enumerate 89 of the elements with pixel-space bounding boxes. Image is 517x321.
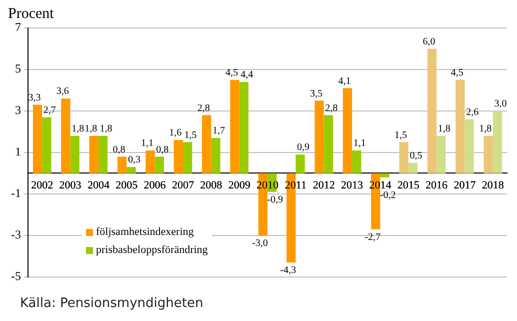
y-tick-label: 1: [14, 144, 21, 159]
bar: [211, 138, 220, 174]
y-tick-label: -3: [10, 228, 21, 242]
data-label: 2,6: [466, 106, 479, 118]
data-label: 4,5: [450, 68, 464, 78]
bar: [456, 80, 465, 174]
data-label: 4,5: [225, 68, 238, 78]
x-tick-label: 2013: [341, 180, 364, 192]
y-tick-label: 3: [14, 103, 21, 118]
data-label: 3,0: [494, 98, 507, 110]
data-label: 0,8: [156, 144, 169, 156]
data-label: 6,0: [422, 36, 436, 48]
data-label: 1,5: [394, 130, 408, 141]
data-label: -3,0: [252, 238, 268, 250]
x-tick-label: 2012: [312, 180, 335, 192]
data-label: 0,3: [128, 154, 140, 166]
text: Källa: Pensionsmyndigheten: [20, 296, 204, 311]
bar: [324, 115, 334, 174]
data-label: 3,5: [310, 88, 323, 100]
bar: [484, 136, 493, 174]
data-label: 4,4: [240, 70, 254, 81]
y-tick-label: 5: [14, 62, 21, 76]
bar: [174, 140, 183, 174]
data-label: 1,1: [140, 138, 154, 150]
y-tick-label: -5: [10, 269, 21, 284]
bar: [239, 82, 248, 174]
bar: [399, 142, 408, 174]
x-tick-label: 2016: [426, 180, 448, 192]
x-tick-label: 2005: [116, 180, 138, 192]
x-tick-label: 2007: [172, 180, 194, 192]
bar: [342, 88, 352, 174]
data-label: 2,8: [197, 102, 210, 114]
data-label: 1,8: [84, 124, 98, 135]
bar: [154, 156, 164, 174]
x-tick-label: 2004: [87, 180, 110, 192]
x-tick-label: 2017: [454, 180, 476, 192]
bar: [70, 136, 80, 174]
data-label: 1,8: [479, 124, 492, 135]
bar: [492, 111, 502, 174]
y-tick-label: -1: [10, 186, 21, 200]
data-label: 1,1: [353, 138, 366, 150]
y-axis-title: Procent: [8, 6, 54, 23]
data-label: -2,7: [364, 232, 381, 243]
x-tick-label: 2015: [397, 180, 420, 192]
y-tick-label: 7: [14, 20, 21, 34]
bar: [182, 142, 192, 174]
data-label: 1,5: [184, 130, 197, 141]
data-label: -0,9: [267, 194, 283, 206]
bar: [42, 117, 52, 174]
bar: [380, 173, 390, 178]
data-label: 2,8: [325, 102, 338, 114]
data-label: -0,2: [380, 190, 396, 201]
x-tick-label: 2006: [144, 180, 166, 192]
data-label: 1,8: [100, 124, 112, 135]
data-label: 0,8: [112, 144, 126, 156]
bar: [32, 104, 42, 174]
data-label: 0,9: [297, 142, 310, 154]
x-tick-label: 2003: [59, 180, 82, 192]
x-tick-label: 2008: [200, 180, 223, 192]
bar: [296, 154, 305, 174]
bar: [427, 48, 437, 174]
data-label: 1,8: [72, 124, 84, 135]
bar: [230, 80, 240, 174]
x-tick-label: 2009: [228, 180, 251, 192]
x-tick-label: 2018: [482, 180, 504, 192]
data-label: 1,7: [212, 126, 225, 137]
bar: [314, 100, 324, 174]
bar: [436, 136, 446, 174]
data-label: 2,7: [43, 104, 56, 116]
data-label: 3,6: [56, 86, 69, 98]
data-label: -4,3: [280, 265, 296, 276]
x-tick-label: 2002: [31, 180, 54, 192]
data-label: 4,1: [338, 76, 351, 87]
legend-label: följsamhetsindexering: [96, 226, 194, 238]
bar: [117, 156, 127, 174]
data-label: 1,8: [438, 124, 450, 135]
bar: [352, 150, 362, 174]
bar: [126, 167, 136, 174]
bar: [89, 136, 98, 174]
bar: [146, 150, 155, 174]
bar: [464, 119, 474, 174]
bar: [98, 136, 108, 174]
data-label: 0,5: [410, 150, 422, 162]
legend-label: prisbasbeloppsförändring: [96, 244, 208, 256]
data-label: 1,6: [169, 128, 182, 139]
bar: [61, 98, 70, 174]
bar: [202, 115, 212, 174]
data-label: 3,3: [28, 92, 41, 104]
bar: [408, 162, 418, 174]
